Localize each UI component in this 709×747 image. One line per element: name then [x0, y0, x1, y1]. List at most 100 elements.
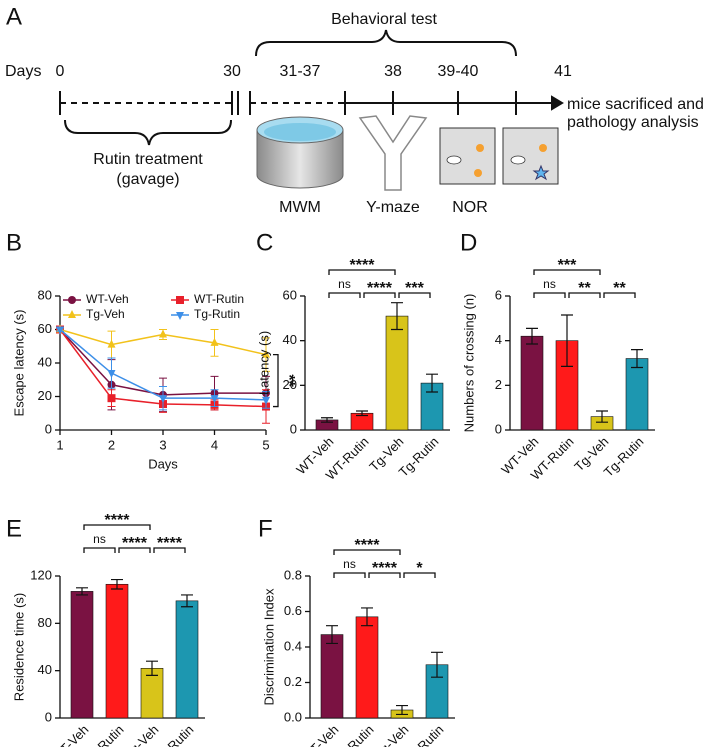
significance-label: ***: [558, 257, 577, 274]
panel-label: B: [6, 229, 22, 256]
x-tick-label: WT-Veh: [48, 722, 91, 747]
significance-bracket: [118, 547, 151, 553]
x-axis-label: Days: [148, 456, 178, 471]
mwm-icon: [256, 116, 344, 189]
error-bar: [111, 578, 123, 590]
legend-marker: [68, 296, 76, 304]
test-label: MWM: [279, 199, 321, 216]
significance-bracket: [568, 292, 601, 298]
bar: [625, 358, 649, 431]
y-tick-label: 60: [283, 287, 297, 302]
significance-bracket: [363, 292, 396, 298]
y-tick-label: 120: [30, 567, 52, 582]
y-tick-label: 2: [495, 377, 502, 392]
significance-bracket: [333, 572, 366, 578]
bar: [385, 315, 409, 431]
bar: [175, 600, 199, 719]
y-tick-label: 0: [45, 421, 52, 436]
significance-label: ns: [338, 277, 351, 291]
significance-bracket: [153, 547, 186, 553]
point: [262, 349, 270, 358]
test-label: Y-maze: [366, 199, 420, 216]
y-maze-icon: [358, 115, 428, 191]
significance-label: ns: [93, 532, 106, 546]
day-label: 30: [223, 63, 241, 80]
error-bar: [391, 302, 403, 331]
error-bar: [426, 373, 438, 393]
error-bar: [396, 704, 408, 716]
y-axis-label: Discrimination Index: [261, 588, 276, 706]
y-tick-label: 20: [38, 388, 52, 403]
y-tick-label: 0: [45, 709, 52, 724]
day-label: 39-40: [438, 63, 479, 80]
error-bar: [431, 651, 443, 678]
x-tick-label: 1: [56, 437, 63, 452]
significance-bracket: [328, 269, 396, 275]
y-tick-label: 40: [283, 332, 297, 347]
significance-label: ****: [355, 537, 381, 554]
y-axis-label: Numbers of crossing (n): [461, 294, 476, 433]
significance-bracket: [273, 353, 279, 408]
significance-label: **: [578, 280, 591, 297]
y-axis-label: Residence time (s): [11, 593, 26, 701]
y-axis-label: Escape latency (s): [11, 310, 26, 417]
significance-label: ****: [157, 535, 183, 552]
significance-bracket: [333, 549, 401, 555]
point: [107, 339, 116, 348]
point: [107, 394, 116, 403]
panel-label: C: [256, 229, 273, 256]
significance-bracket: [398, 292, 431, 298]
significance-bracket: [83, 524, 151, 530]
panel-label: A: [6, 3, 22, 30]
error-bar: [146, 660, 158, 676]
y-tick-label: 0.2: [284, 674, 302, 689]
significance-label: *: [416, 560, 423, 577]
day-label: 0: [56, 63, 65, 80]
y-tick-label: 0.6: [284, 603, 302, 618]
legend-label: WT-Veh: [86, 292, 129, 306]
error-bar: [356, 410, 368, 417]
legend-label: Tg-Veh: [86, 307, 125, 321]
significance-label: **: [280, 374, 297, 387]
point: [210, 395, 219, 404]
significance-label: ****: [122, 535, 148, 552]
x-tick-label: 5: [262, 437, 269, 452]
end-note: mice sacrificed and: [567, 96, 704, 113]
panel-label: F: [258, 515, 273, 542]
x-tick-label: Tg-Veh: [371, 722, 411, 747]
x-tick-label: WT-Veh: [298, 722, 341, 747]
x-tick-label: 4: [211, 437, 218, 452]
bar: [355, 616, 379, 719]
bar: [105, 583, 129, 719]
significance-label: **: [613, 280, 626, 297]
bar: [70, 591, 94, 719]
y-tick-label: 80: [38, 615, 52, 630]
day-label: 31-37: [280, 63, 321, 80]
significance-bracket: [533, 269, 601, 275]
test-label: NOR: [452, 199, 488, 216]
y-tick-label: 0: [495, 421, 502, 436]
significance-label: ****: [372, 560, 398, 577]
error-bar: [526, 327, 538, 345]
bar: [320, 634, 344, 719]
treatment: Rutin treatment: [93, 151, 203, 168]
significance-bracket: [533, 292, 566, 298]
y-tick-label: 0.4: [284, 638, 302, 653]
error-bar: [76, 587, 88, 596]
panel-label: D: [460, 229, 477, 256]
x-tick-label: 3: [159, 437, 166, 452]
error-bar: [326, 625, 338, 645]
y-tick-label: 20: [283, 377, 297, 392]
point: [210, 337, 219, 346]
error-bar: [321, 417, 333, 423]
axis-label: Days: [5, 63, 41, 80]
legend-label: Tg-Rutin: [194, 307, 240, 321]
significance-label: ****: [367, 280, 393, 297]
y-tick-label: 40: [38, 662, 52, 677]
point: [159, 395, 167, 404]
significance-bracket: [328, 292, 361, 298]
point: [56, 326, 64, 335]
y-tick-label: 0: [290, 421, 297, 436]
significance-bracket: [368, 572, 401, 578]
